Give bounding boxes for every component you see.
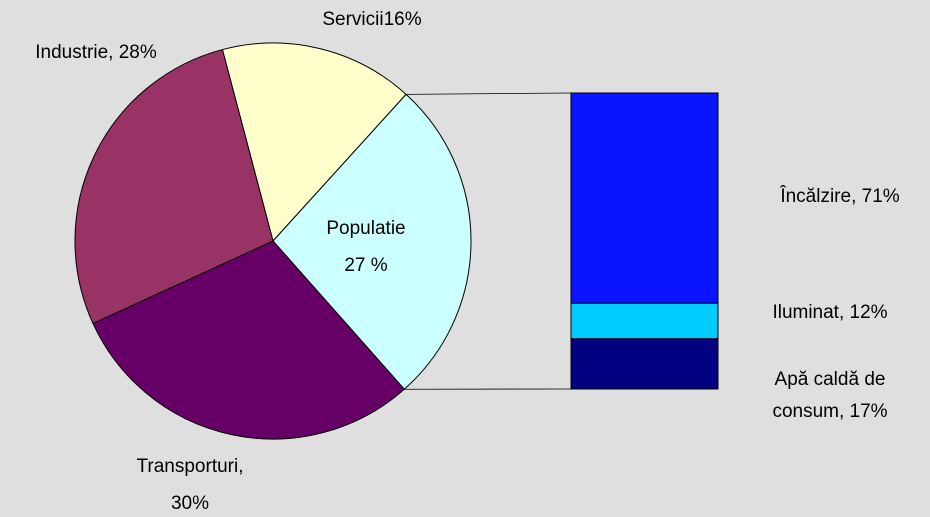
data-label-line: Industrie, 28%: [35, 42, 157, 63]
data-label-line: Încălzire, 71%: [779, 185, 899, 207]
pie-slice: [92, 240, 405, 440]
data-label: Transporturi, 30%: [137, 456, 244, 514]
bar-segment: [570, 92, 719, 304]
data-label-line: Servicii16%: [322, 9, 421, 30]
pie-slice: [272, 93, 472, 390]
data-label-line: Apă caldă de: [775, 369, 886, 390]
connector-line: [406, 92, 572, 95]
data-label-line: 27 %: [344, 255, 387, 276]
data-label-line: consum, 17%: [772, 401, 887, 422]
bar-segment: [570, 338, 719, 390]
data-label-line: 30%: [171, 493, 209, 514]
data-label: Iluminat, 12%: [772, 302, 887, 323]
data-label: Apă caldă de consum, 17%: [772, 369, 887, 422]
data-label-line: Populatie: [326, 218, 405, 239]
pie-slice: [221, 42, 407, 243]
data-label-line: Transporturi,: [137, 456, 244, 477]
data-label: Populatie 27 %: [326, 218, 405, 276]
pie-slice: [74, 48, 274, 325]
data-label: Industrie, 28%: [35, 42, 157, 63]
data-label: Servicii16%: [322, 9, 421, 30]
data-label-line: Iluminat, 12%: [772, 302, 887, 323]
bar-segment: [570, 302, 719, 340]
data-label: Încălzire, 71%: [779, 185, 899, 207]
